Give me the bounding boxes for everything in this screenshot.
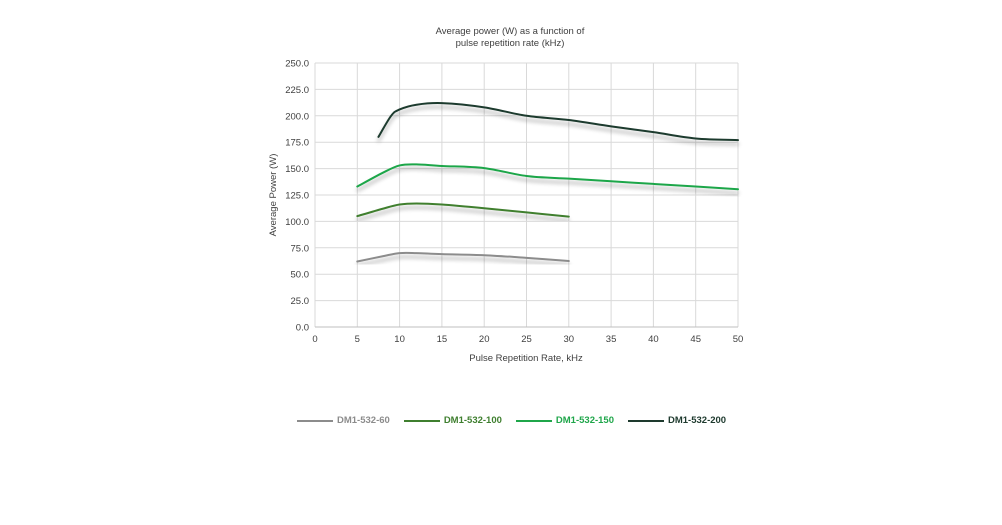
legend-item-dm1-532-60: DM1-532-60 — [297, 415, 390, 426]
series-line-dm1-532-200 — [377, 102, 739, 142]
y-tick-label: 200.0 — [285, 111, 309, 122]
y-tick-label: 0.0 — [296, 323, 309, 334]
x-axis-label: Pulse Repetition Rate, kHz — [469, 353, 583, 364]
y-tick-label: 175.0 — [285, 138, 309, 149]
x-tick-label: 50 — [733, 334, 744, 345]
y-tick-label: 225.0 — [285, 85, 309, 96]
x-tick-label: 25 — [521, 334, 532, 345]
x-tick-label: 10 — [394, 334, 405, 345]
x-tick-label: 45 — [690, 334, 701, 345]
chart-title: Average power (W) as a function of pulse… — [380, 26, 640, 50]
series-lines — [356, 102, 739, 263]
x-tick-label: 30 — [564, 334, 575, 345]
y-tick-label: 75.0 — [291, 243, 310, 254]
y-tick-label: 50.0 — [291, 270, 310, 281]
chart-title-line1: Average power (W) as a function of — [435, 26, 585, 37]
x-tick-label: 20 — [479, 334, 490, 345]
legend-label: DM1-532-100 — [443, 415, 502, 426]
y-tick-label: 150.0 — [285, 164, 309, 175]
y-tick-label: 125.0 — [285, 191, 309, 202]
series-line-dm1-532-60 — [356, 251, 570, 263]
series-line-dm1-532-150 — [356, 163, 739, 191]
series-line-dm1-532-100 — [356, 202, 570, 218]
legend-label: DM1-532-150 — [555, 415, 614, 426]
grid — [314, 62, 739, 328]
legend-item-dm1-532-100: DM1-532-100 — [403, 415, 502, 426]
chart-title-line2: pulse repetition rate (kHz) — [455, 38, 565, 49]
y-axis-label: Average Power (W) — [268, 154, 279, 237]
legend-label: DM1-532-60 — [337, 415, 390, 426]
y-axis-ticks: 0.0 25.0 50.0 75.0 100.0 125.0 150.0 175.0 200.0… — [285, 59, 309, 334]
legend-swatch — [515, 419, 552, 422]
legend-label: DM1-532-200 — [668, 415, 727, 426]
x-tick-label: 35 — [606, 334, 617, 345]
x-tick-label: 40 — [648, 334, 659, 345]
y-tick-label: 100.0 — [285, 217, 309, 228]
legend-item-dm1-532-150: DM1-532-150 — [515, 415, 614, 426]
legend: DM1-532-60 DM1-532-100 DM1-532-150 DM1-5… — [297, 415, 740, 426]
legend-swatch — [628, 419, 664, 422]
x-tick-label: 0 — [312, 334, 317, 345]
x-tick-label: 5 — [355, 334, 360, 345]
legend-swatch — [403, 419, 440, 422]
x-axis-ticks: 0 5 10 15 20 25 30 35 40 45 50 — [312, 334, 743, 345]
y-tick-label: 25.0 — [291, 296, 310, 307]
legend-item-dm1-532-200: DM1-532-200 — [628, 415, 726, 426]
y-tick-label: 250.0 — [285, 59, 309, 70]
x-tick-label: 15 — [437, 334, 448, 345]
legend-swatch — [297, 419, 333, 422]
